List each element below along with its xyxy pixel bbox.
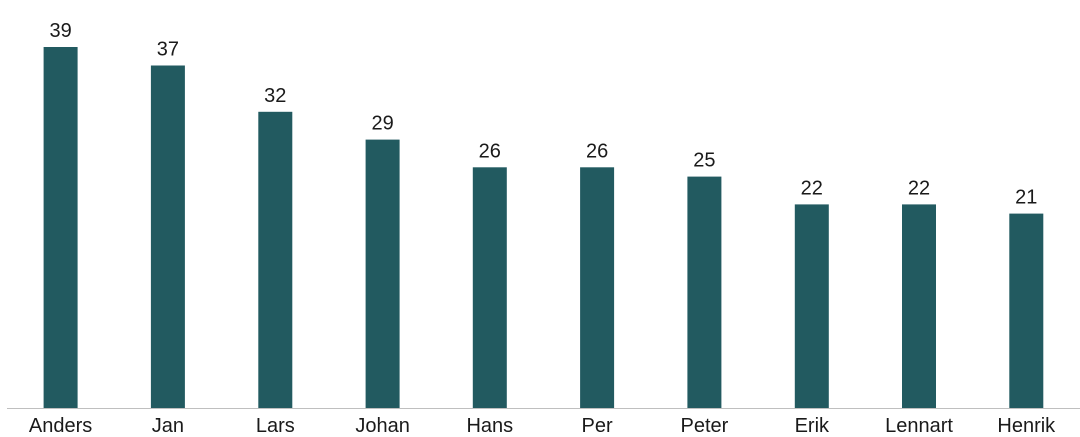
- data-label-johan: 29: [371, 113, 393, 135]
- bar-per: [580, 167, 615, 408]
- x-tick-label-per: Per: [582, 415, 613, 437]
- bar-lars: [258, 111, 293, 409]
- data-label-jan: 37: [157, 39, 179, 61]
- bar-hans: [472, 167, 507, 408]
- data-label-hans: 26: [479, 140, 501, 162]
- data-labels-group: 39 37 32 29 26 26 25 22 22 21: [49, 20, 1037, 209]
- x-tick-label-johan: Johan: [355, 415, 410, 437]
- x-tick-label-hans: Hans: [466, 415, 513, 437]
- x-tick-label-henrik: Henrik: [997, 415, 1056, 437]
- data-label-erik: 22: [801, 177, 823, 199]
- x-tick-label-anders: Anders: [29, 415, 92, 437]
- x-tick-label-lennart: Lennart: [885, 415, 953, 437]
- x-tick-label-peter: Peter: [680, 415, 728, 437]
- data-label-henrik: 21: [1015, 187, 1037, 209]
- data-label-peter: 25: [693, 150, 715, 172]
- x-tick-label-erik: Erik: [795, 415, 830, 437]
- bar-erik: [794, 204, 829, 408]
- data-label-per: 26: [586, 140, 608, 162]
- bar-jan: [150, 65, 185, 408]
- data-label-lars: 32: [264, 85, 286, 107]
- bar-peter: [687, 176, 722, 408]
- data-label-lennart: 22: [908, 177, 930, 199]
- bars-group: [43, 47, 1044, 409]
- bar-anders: [43, 47, 78, 408]
- bar-henrik: [1009, 213, 1044, 408]
- bar-johan: [365, 139, 400, 408]
- x-tick-labels-group: Anders Jan Lars Johan Hans Per Peter Erik Lennar…: [29, 415, 1056, 437]
- data-label-anders: 39: [49, 20, 71, 42]
- x-tick-label-jan: Jan: [152, 415, 184, 437]
- x-tick-label-lars: Lars: [256, 415, 295, 437]
- bar-lennart: [902, 204, 936, 408]
